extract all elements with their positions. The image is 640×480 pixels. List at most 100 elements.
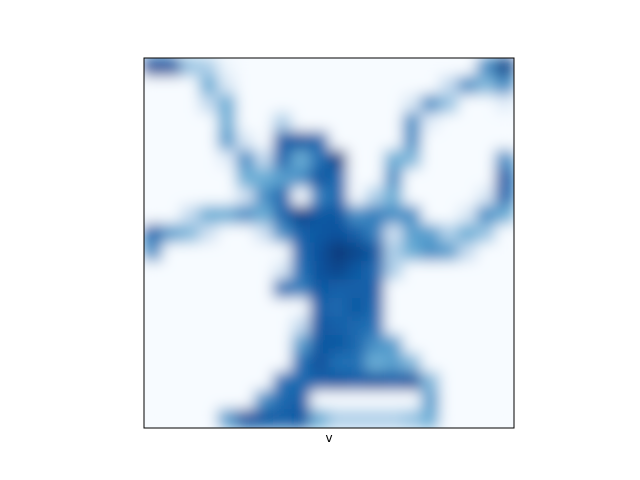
heatmap-cell — [273, 131, 293, 151]
heatmap-cell — [273, 353, 293, 373]
heatmap-cell — [347, 150, 367, 170]
heatmap-cell — [402, 205, 422, 225]
heatmap-cell — [365, 131, 385, 151]
heatmap-cell — [347, 335, 367, 355]
heatmap-cell — [384, 150, 404, 170]
heatmap-cell — [217, 390, 237, 410]
heatmap-cell — [439, 187, 459, 207]
heatmap-cell — [199, 150, 219, 170]
heatmap-cell — [310, 168, 330, 188]
heatmap-cell — [476, 261, 496, 281]
heatmap-cell — [310, 353, 330, 373]
heatmap-cell — [476, 224, 496, 244]
heatmap-cell — [291, 224, 311, 244]
heatmap-cell — [365, 113, 385, 133]
heatmap-cell — [495, 409, 514, 428]
heatmap-cell — [476, 113, 496, 133]
heatmap-cell — [180, 224, 200, 244]
heatmap-cell — [476, 131, 496, 151]
heatmap-cell — [458, 390, 478, 410]
heatmap-cell — [144, 113, 163, 133]
heatmap-cell — [144, 261, 163, 281]
heatmap-cell — [495, 242, 514, 262]
heatmap-cell — [310, 390, 330, 410]
heatmap-cell — [162, 409, 182, 428]
heatmap-cell — [162, 261, 182, 281]
heatmap-cell — [310, 113, 330, 133]
heatmap-cell — [180, 94, 200, 114]
heatmap-cell — [328, 58, 348, 77]
heatmap-cell — [310, 131, 330, 151]
heatmap-cell — [476, 298, 496, 318]
heatmap-cell — [458, 113, 478, 133]
heatmap-cell — [254, 58, 274, 77]
heatmap-cell — [217, 316, 237, 336]
heatmap-cell — [495, 372, 514, 392]
heatmap-cell — [310, 316, 330, 336]
heatmap-cell — [254, 353, 274, 373]
heatmap-cell — [421, 150, 441, 170]
heatmap-cell — [180, 261, 200, 281]
heatmap-cell — [144, 205, 163, 225]
heatmap-cell — [384, 390, 404, 410]
heatmap-cell — [439, 168, 459, 188]
heatmap-cell — [217, 94, 237, 114]
heatmap-cell — [199, 409, 219, 428]
heatmap-cell — [365, 205, 385, 225]
heatmap-cell — [273, 409, 293, 428]
heatmap-cell — [495, 150, 514, 170]
heatmap-cell — [144, 316, 163, 336]
heatmap-cell — [162, 94, 182, 114]
heatmap-cell — [254, 298, 274, 318]
heatmap-cell — [476, 279, 496, 299]
heatmap-cell — [365, 353, 385, 373]
heatmap-cell — [365, 58, 385, 77]
heatmap-cell — [254, 316, 274, 336]
heatmap-cell — [273, 335, 293, 355]
heatmap-cell — [439, 94, 459, 114]
x-axis-label: v — [325, 431, 333, 445]
heatmap-cell — [347, 242, 367, 262]
heatmap-cell — [291, 131, 311, 151]
heatmap-cell — [199, 298, 219, 318]
heatmap-cell — [236, 150, 256, 170]
heatmap-cell — [439, 205, 459, 225]
heatmap-cell — [144, 335, 163, 355]
heatmap-cell — [458, 58, 478, 77]
heatmap-cell — [291, 335, 311, 355]
heatmap-cell — [144, 150, 163, 170]
heatmap-cell — [310, 242, 330, 262]
heatmap-cell — [254, 335, 274, 355]
heatmap-cell — [365, 187, 385, 207]
heatmap-cell — [439, 150, 459, 170]
heatmap-cell — [402, 335, 422, 355]
heatmap-cell — [273, 113, 293, 133]
heatmap-cell — [310, 279, 330, 299]
heatmap-cell — [144, 353, 163, 373]
heatmap-cell — [254, 261, 274, 281]
heatmap-cell — [384, 131, 404, 151]
heatmap-cell — [476, 316, 496, 336]
heatmap-cell — [236, 279, 256, 299]
heatmap-cell — [328, 390, 348, 410]
heatmap-cell — [384, 316, 404, 336]
heatmap-cell — [476, 353, 496, 373]
heatmap-cell — [439, 261, 459, 281]
heatmap-cell — [402, 150, 422, 170]
heatmap-cell — [458, 94, 478, 114]
heatmap-cell — [199, 76, 219, 96]
heatmap-cell — [439, 242, 459, 262]
heatmap-cell — [217, 409, 237, 428]
heatmap-cell — [476, 58, 496, 77]
heatmap-cell — [291, 205, 311, 225]
heatmap-cell — [254, 409, 274, 428]
heatmap-cell — [236, 390, 256, 410]
heatmap-cell — [495, 390, 514, 410]
heatmap-cell — [495, 58, 514, 77]
heatmap-cell — [236, 316, 256, 336]
heatmap-cell — [144, 298, 163, 318]
heatmap-cell — [199, 131, 219, 151]
heatmap-cell — [273, 168, 293, 188]
heatmap-cell — [328, 279, 348, 299]
